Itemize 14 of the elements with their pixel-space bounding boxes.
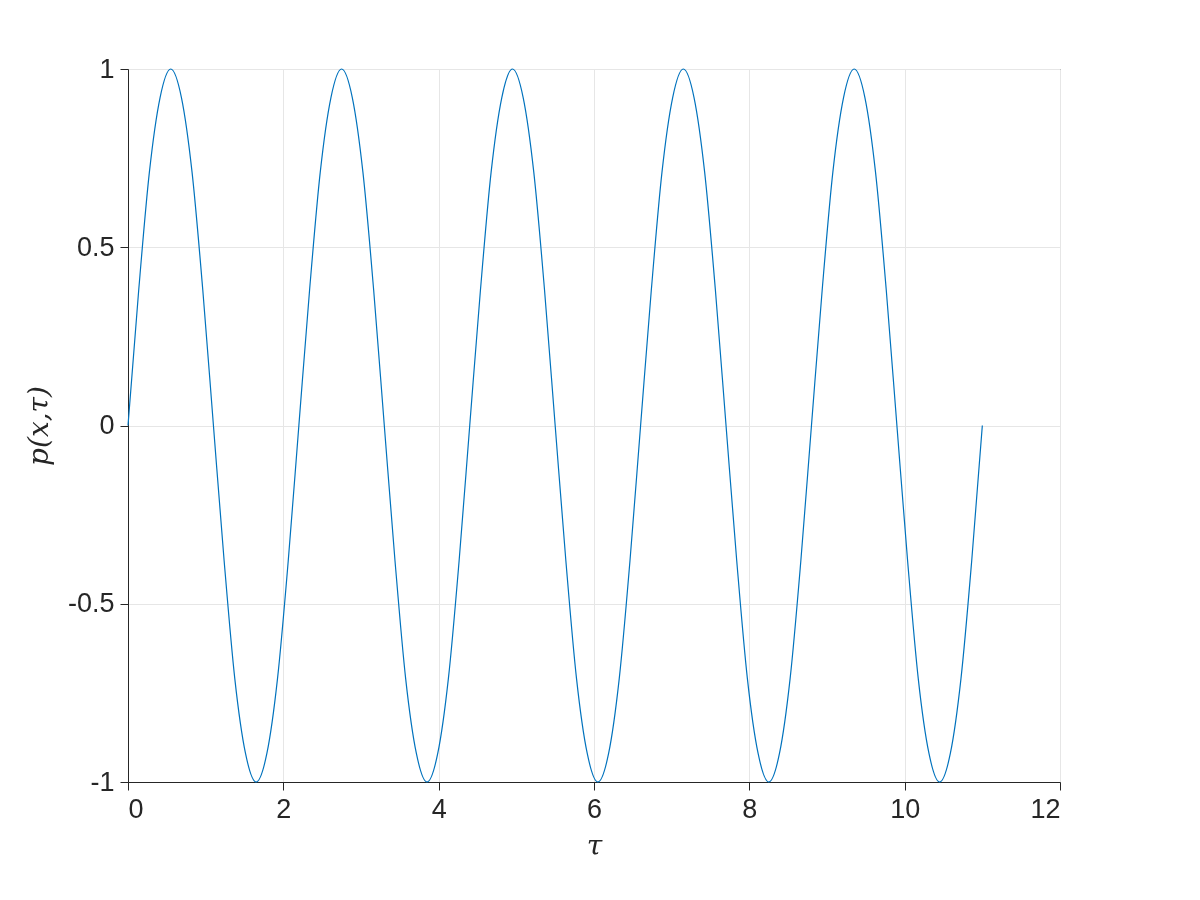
x-tick-label: 8 (742, 793, 758, 824)
x-tick-label: 2 (276, 793, 292, 824)
x-tick-label: 6 (586, 793, 603, 824)
x-tick-label: 12 (1030, 793, 1061, 824)
y-tick-label: -0.5 (67, 588, 115, 619)
x-tick-label: 4 (431, 793, 447, 824)
x-tick-label: 0 (128, 793, 144, 824)
x-axis-title: τ (586, 828, 603, 862)
y-tick-label: 1 (99, 53, 115, 84)
y-tick-label: -1 (90, 766, 115, 797)
y-tick-label: 0 (99, 410, 115, 440)
y-axis-title: p(x,τ) (21, 386, 55, 466)
y-tick-label: 0.5 (76, 231, 115, 262)
x-tick-label: 10 (890, 793, 921, 824)
